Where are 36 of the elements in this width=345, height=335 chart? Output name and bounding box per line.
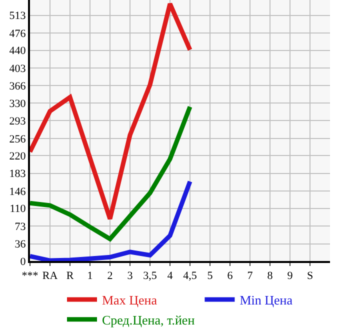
y-tick-label: 476 — [9, 28, 26, 40]
y-tick-label: 403 — [9, 62, 26, 75]
line-series — [30, 179, 192, 261]
x-tick-label: 8 — [267, 270, 274, 282]
y-tick-label: 73 — [14, 220, 26, 233]
legend-label: Min Цена — [240, 292, 293, 308]
y-tick-label: 220 — [9, 150, 26, 162]
x-tick-label: 9 — [287, 270, 294, 282]
y-tick-label: 513 — [9, 10, 26, 22]
y-tick-label: 256 — [9, 133, 26, 146]
x-tick-label: 2 — [107, 270, 113, 282]
x-tick-label: RA — [42, 270, 58, 282]
y-tick-label: 36 — [14, 238, 26, 251]
x-tick-label: 4 — [167, 270, 174, 282]
x-tick-label: 1 — [87, 270, 93, 282]
x-tick-label: 6 — [227, 270, 234, 282]
x-tick-label: R — [66, 270, 74, 282]
x-tick-label: *** — [22, 270, 38, 282]
line-series — [30, 104, 192, 242]
y-tick-label: 330 — [9, 98, 26, 110]
x-tick-label: 5 — [207, 270, 214, 282]
y-tick-label: 293 — [9, 116, 26, 128]
y-tick-label: 110 — [10, 203, 26, 216]
legend-label: Сред.Цена, т.йен — [102, 312, 195, 328]
x-tick-label: 7 — [247, 270, 254, 282]
x-tick-label: 3,5 — [143, 270, 158, 282]
legend-label: Max Цена — [102, 292, 158, 308]
x-tick-label: 4,5 — [183, 270, 198, 282]
y-tick-label: 146 — [9, 186, 26, 198]
y-tick-label: 183 — [9, 168, 26, 180]
y-tick-label: 440 — [9, 45, 26, 58]
line-series — [30, 2, 192, 222]
y-tick-label: 366 — [9, 80, 26, 93]
x-tick-label: 3 — [127, 270, 134, 282]
y-tick-label: 0 — [20, 256, 26, 268]
x-tick-label: S — [306, 270, 314, 282]
